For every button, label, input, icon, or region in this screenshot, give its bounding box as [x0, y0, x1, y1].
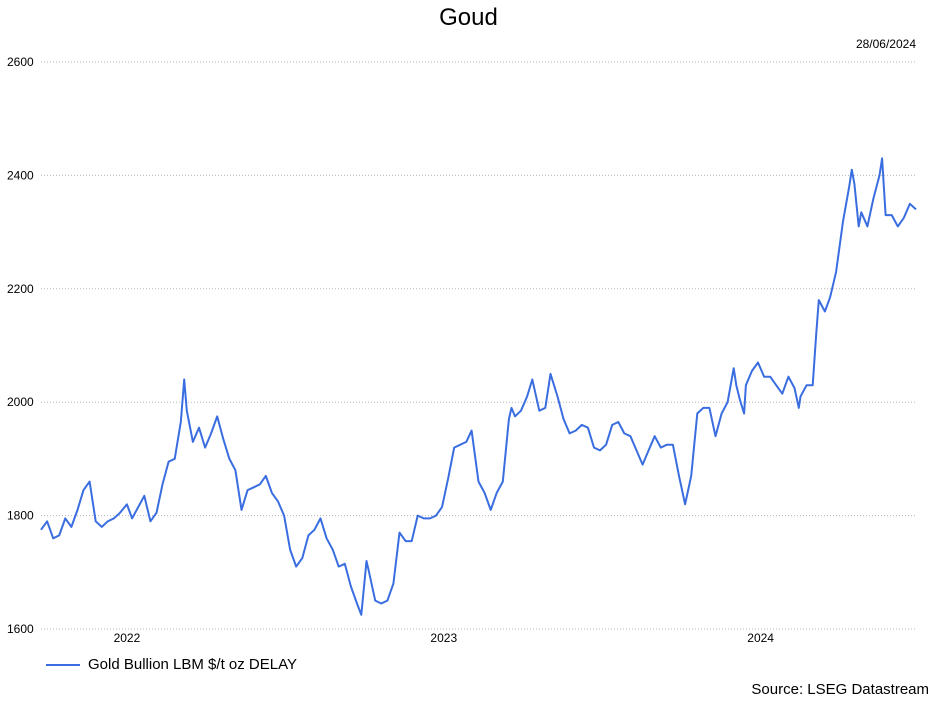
- series-layer: [40, 157, 917, 616]
- y-axis-ticks: 1600 1800 2000 2200 2400 2600: [7, 55, 34, 636]
- source-note: Source: LSEG Datastream: [751, 681, 929, 698]
- x-tick-label: 2022: [114, 631, 141, 645]
- y-tick-label: 2600: [7, 55, 34, 69]
- gridlines: [41, 61, 916, 630]
- date-label: 28/06/2024: [855, 37, 916, 51]
- legend-swatch: [46, 663, 80, 666]
- legend: Gold Bullion LBM $/t oz DELAY: [46, 656, 297, 673]
- y-tick-label: 2000: [7, 395, 34, 409]
- y-tick-label: 1800: [7, 509, 34, 523]
- legend-label: Gold Bullion LBM $/t oz DELAY: [88, 656, 297, 673]
- chart-title: Goud: [439, 4, 498, 31]
- y-tick-label: 1600: [7, 622, 34, 636]
- series-line-gold-bullion: [40, 157, 917, 616]
- y-tick-label: 2400: [7, 168, 34, 182]
- y-tick-label: 2200: [7, 282, 34, 296]
- x-tick-label: 2023: [430, 631, 457, 645]
- x-tick-label: 2024: [747, 631, 774, 645]
- x-axis-ticks: 2022 2023 2024: [114, 631, 775, 645]
